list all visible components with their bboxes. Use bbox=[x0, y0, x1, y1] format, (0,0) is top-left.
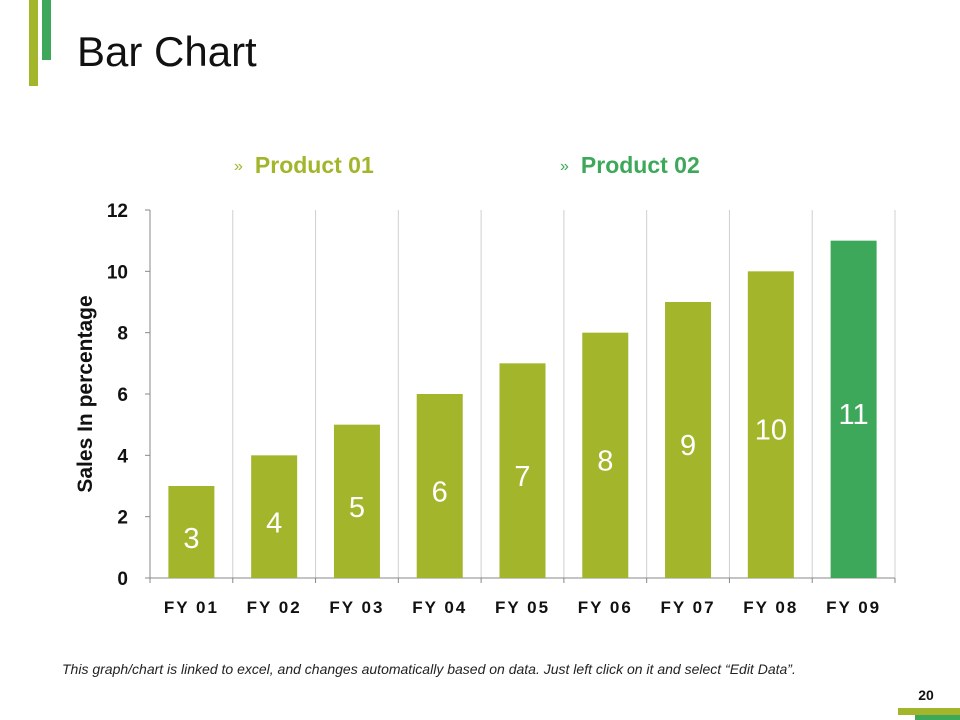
x-tick-label: FY 06 bbox=[578, 598, 633, 617]
data-label: 11 bbox=[839, 399, 869, 431]
data-label: 7 bbox=[514, 461, 530, 493]
legend-item-product-02: » Product 02 bbox=[560, 152, 700, 179]
legend-chevron-icon: » bbox=[560, 158, 569, 175]
data-label: 10 bbox=[755, 415, 787, 447]
legend-item-product-01: » Product 01 bbox=[234, 152, 374, 179]
data-label: 8 bbox=[597, 446, 613, 478]
y-tick-label: 4 bbox=[117, 446, 128, 467]
x-tick-label: FY 03 bbox=[329, 598, 384, 617]
y-axis-title: Sales In percentage bbox=[74, 295, 97, 492]
bar-product-01-8 bbox=[747, 271, 794, 578]
legend-label: Product 01 bbox=[254, 152, 374, 178]
bar-product-01-5 bbox=[499, 363, 546, 578]
accent-bar-light bbox=[29, 0, 38, 86]
x-tick-label: FY 09 bbox=[826, 598, 881, 617]
x-tick-label: FY 04 bbox=[412, 598, 467, 617]
y-tick-label: 10 bbox=[107, 262, 128, 283]
footer-bar bbox=[898, 708, 960, 715]
legend-label: Product 02 bbox=[580, 152, 700, 178]
accent-bar-dark bbox=[42, 0, 51, 60]
y-tick-label: 8 bbox=[117, 324, 128, 345]
bar-product-01-1 bbox=[168, 486, 215, 578]
y-tick-label: 2 bbox=[117, 508, 128, 529]
x-tick-label: FY 07 bbox=[661, 598, 716, 617]
footnote: This graph/chart is linked to excel, and… bbox=[62, 661, 796, 677]
data-label: 9 bbox=[680, 430, 696, 462]
x-tick-label: FY 05 bbox=[495, 598, 550, 617]
y-tick-label: 6 bbox=[117, 385, 128, 406]
page-title: Bar Chart bbox=[77, 28, 257, 75]
data-label: 5 bbox=[349, 492, 365, 524]
data-label: 6 bbox=[432, 477, 448, 509]
bar-product-01-2 bbox=[251, 455, 298, 578]
x-tick-label: FY 01 bbox=[164, 598, 219, 617]
data-label: 4 bbox=[266, 508, 282, 540]
data-label: 3 bbox=[183, 523, 199, 555]
y-tick-label: 12 bbox=[107, 201, 128, 222]
x-tick-label: FY 08 bbox=[743, 598, 798, 617]
x-tick-label: FY 02 bbox=[247, 598, 302, 617]
bar-product-01-4 bbox=[416, 394, 463, 578]
bar-product-01-7 bbox=[665, 302, 712, 578]
bar-product-02-9 bbox=[830, 240, 877, 578]
legend-chevron-icon: » bbox=[234, 158, 243, 175]
bar-product-01-6 bbox=[582, 332, 629, 578]
bar-product-01-3 bbox=[333, 424, 380, 578]
y-tick-label: 0 bbox=[117, 569, 128, 590]
page-number: 20 bbox=[918, 687, 934, 703]
footer-bar-dark bbox=[915, 715, 960, 720]
